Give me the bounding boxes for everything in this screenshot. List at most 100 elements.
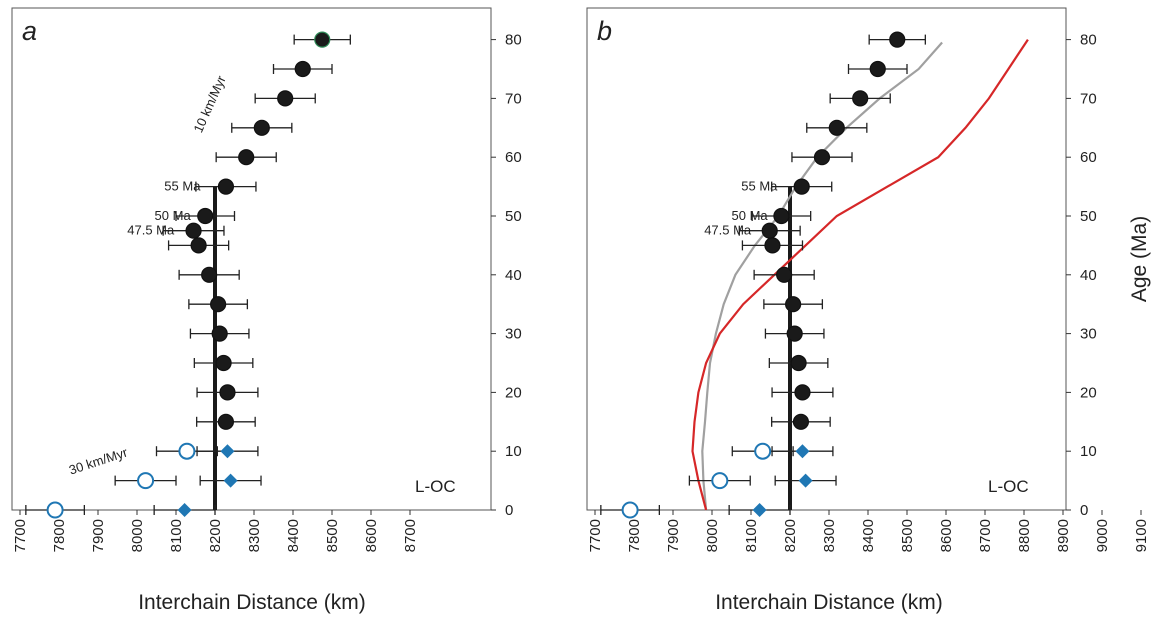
panel-b-y-axis-label: Age (Ma) bbox=[1128, 216, 1151, 302]
y-tick-label: 80 bbox=[505, 32, 522, 49]
panel-b-series bbox=[600, 31, 1029, 519]
x-tick-label: 8500 bbox=[324, 519, 341, 552]
open-circle-marker bbox=[46, 501, 64, 519]
data-point bbox=[751, 207, 812, 225]
diamond-marker bbox=[220, 444, 235, 459]
filled-circle-marker bbox=[889, 31, 906, 48]
open-circle-marker bbox=[178, 442, 196, 460]
data-point bbox=[199, 473, 262, 488]
filled-circle-marker bbox=[852, 90, 869, 107]
x-tick-label: 8000 bbox=[704, 519, 721, 552]
x-tick-label: 8600 bbox=[938, 519, 955, 552]
x-tick-label: 8200 bbox=[207, 519, 224, 552]
filled-circle-marker bbox=[277, 90, 294, 107]
data-point bbox=[771, 444, 834, 459]
age-annotation: 47.5 Ma bbox=[704, 223, 752, 238]
y-tick-label: 70 bbox=[1080, 90, 1097, 107]
diamond-marker bbox=[795, 444, 810, 459]
panel-b-x-axis-label: Interchain Distance (km) bbox=[715, 591, 943, 614]
data-point bbox=[175, 207, 236, 225]
panel-b-corner-label: L-OC bbox=[988, 477, 1029, 496]
panel-a-corner-label: L-OC bbox=[415, 477, 456, 496]
x-tick-label: 7800 bbox=[51, 519, 68, 552]
panel-b-label: b bbox=[597, 16, 612, 46]
filled-circle-marker bbox=[794, 384, 811, 401]
age-annotation: 50 Ma bbox=[155, 208, 192, 223]
x-tick-label: 8100 bbox=[743, 519, 760, 552]
data-point bbox=[189, 325, 250, 342]
diamond-marker bbox=[752, 503, 767, 517]
age-annotation: 50 Ma bbox=[732, 208, 769, 223]
data-point bbox=[215, 149, 277, 166]
red-model-line bbox=[691, 38, 1029, 511]
panel-a-ticks: 7700 7800 7900 8000 8100 8200 8300 8400 8500 8600… bbox=[12, 32, 522, 553]
data-point bbox=[763, 296, 824, 313]
filled-circle-marker bbox=[211, 325, 228, 342]
data-point bbox=[771, 413, 831, 430]
x-tick-label: 8200 bbox=[782, 519, 799, 552]
panel-b-ticks: 7700 7800 7900 8000 8100 8200 8300 8400 8500 8600… bbox=[587, 32, 1150, 553]
data-point bbox=[188, 296, 249, 313]
filled-circle-marker bbox=[764, 237, 781, 254]
open-circle-marker bbox=[137, 472, 155, 490]
filled-circle-marker bbox=[785, 296, 802, 313]
data-point bbox=[231, 119, 293, 136]
y-tick-label: 80 bbox=[1080, 32, 1097, 49]
data-point bbox=[114, 472, 177, 490]
x-tick-label: 8800 bbox=[1016, 519, 1033, 552]
filled-circle-marker bbox=[185, 222, 202, 239]
data-point bbox=[178, 266, 240, 283]
x-tick-label: 8500 bbox=[899, 519, 916, 552]
filled-circle-marker bbox=[217, 178, 235, 195]
gray-model-line bbox=[701, 41, 943, 511]
data-point bbox=[600, 501, 660, 519]
data-point bbox=[25, 501, 85, 519]
data-point bbox=[167, 237, 230, 254]
panel-a-series bbox=[25, 31, 351, 519]
rate-annotation: 10 km/Myr bbox=[190, 73, 229, 135]
y-tick-label: 60 bbox=[505, 149, 522, 166]
y-tick-label: 10 bbox=[1080, 443, 1097, 460]
filled-circle-marker bbox=[217, 413, 235, 430]
filled-circle-marker bbox=[786, 325, 803, 342]
filled-circle-marker bbox=[201, 266, 218, 283]
x-tick-label: 7900 bbox=[665, 519, 682, 552]
diamond-marker bbox=[177, 503, 192, 517]
filled-circle-marker bbox=[219, 384, 236, 401]
filled-circle-marker bbox=[238, 149, 255, 166]
age-annotation: 55 Ma bbox=[741, 179, 778, 194]
data-point bbox=[728, 503, 791, 517]
data-point bbox=[806, 119, 868, 136]
data-point bbox=[829, 90, 891, 107]
y-tick-label: 50 bbox=[505, 208, 522, 225]
x-tick-label: 8300 bbox=[821, 519, 838, 552]
panel-a: 7700 7800 7900 8000 8100 8200 8300 8400 8500 8600… bbox=[11, 7, 522, 614]
x-tick-label: 9100 bbox=[1133, 519, 1150, 552]
x-tick-label: 7900 bbox=[90, 519, 107, 552]
open-circle-marker bbox=[711, 472, 729, 490]
y-tick-label: 30 bbox=[1080, 326, 1097, 343]
data-point bbox=[771, 178, 833, 195]
data-point bbox=[731, 442, 794, 460]
data-point bbox=[774, 473, 837, 488]
x-tick-label: 8700 bbox=[402, 519, 419, 552]
x-tick-label: 7700 bbox=[587, 519, 604, 552]
data-point bbox=[153, 503, 216, 517]
y-tick-label: 10 bbox=[505, 443, 522, 460]
panel-a-label: a bbox=[22, 16, 37, 46]
data-point bbox=[868, 31, 926, 48]
filled-circle-marker bbox=[776, 266, 793, 283]
panel-a-x-axis-label: Interchain Distance (km) bbox=[138, 591, 366, 614]
data-point bbox=[162, 222, 225, 239]
y-tick-label: 20 bbox=[505, 384, 522, 401]
data-point bbox=[193, 354, 254, 372]
x-tick-label: 8600 bbox=[363, 519, 380, 552]
filled-circle-marker bbox=[210, 296, 227, 313]
x-tick-label: 8100 bbox=[168, 519, 185, 552]
y-tick-label: 50 bbox=[1080, 208, 1097, 225]
filled-circle-marker bbox=[215, 354, 232, 372]
y-tick-label: 60 bbox=[1080, 149, 1097, 166]
x-tick-label: 8400 bbox=[285, 519, 302, 552]
